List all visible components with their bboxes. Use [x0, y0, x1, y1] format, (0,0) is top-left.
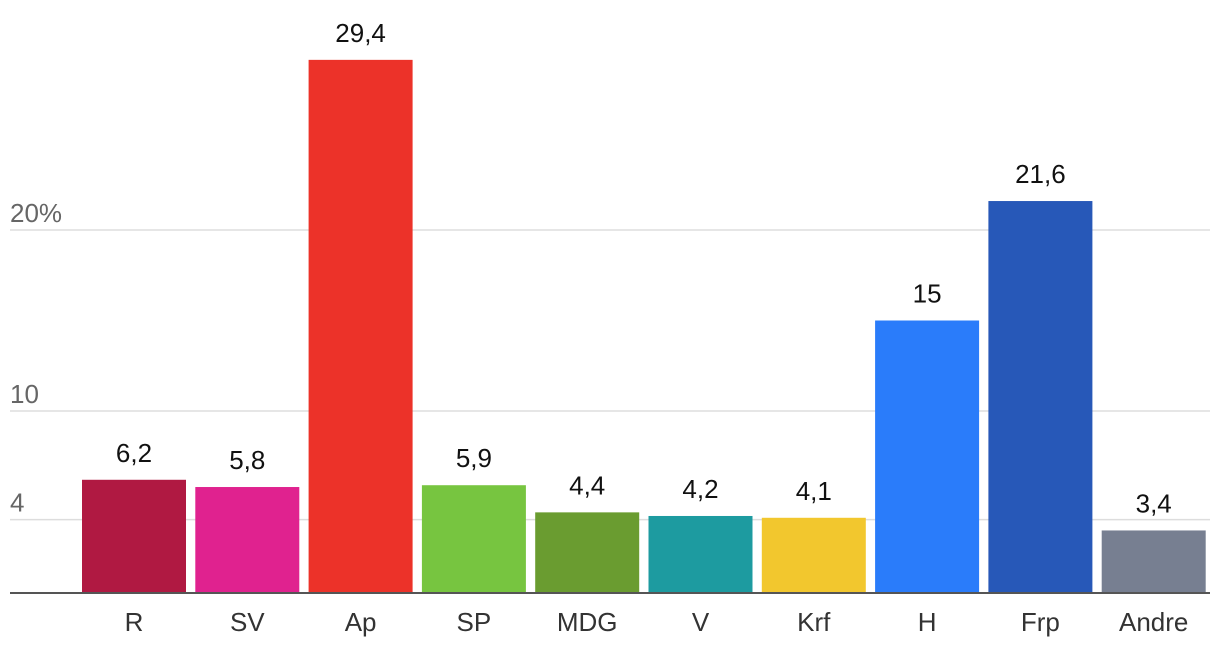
category-label: MDG [557, 607, 618, 637]
value-label: 5,8 [229, 445, 265, 475]
bar-sp [421, 485, 526, 592]
bar-frp [988, 201, 1093, 593]
category-label: Krf [797, 607, 831, 637]
value-label: 15 [913, 279, 942, 309]
y-tick-label: 10 [10, 379, 39, 409]
category-label: H [918, 607, 937, 637]
value-label: 29,4 [335, 18, 386, 48]
bar-r [82, 479, 186, 592]
category-label: SV [230, 607, 265, 637]
category-label: SP [457, 607, 492, 637]
value-label: 4,4 [569, 470, 605, 500]
category-label: R [125, 607, 144, 637]
bar-mdg [535, 512, 640, 592]
bar-v [648, 515, 753, 592]
category-label: Ap [345, 607, 377, 637]
bar-andre [1101, 530, 1206, 592]
y-tick-label: 4 [10, 488, 24, 518]
bars [82, 59, 1206, 593]
value-label: 6,2 [116, 438, 152, 468]
category-label: Frp [1021, 607, 1060, 637]
bar-h [875, 320, 980, 592]
value-label: 5,9 [456, 443, 492, 473]
bar-sv [195, 487, 300, 592]
category-label: Andre [1119, 607, 1188, 637]
value-labels: 6,2 5,8 29,4 5,9 4,4 4,2 4,1 15 21,6 3,4 [116, 18, 1172, 519]
value-label: 3,4 [1136, 488, 1172, 518]
value-label: 4,1 [796, 476, 832, 506]
value-label: 21,6 [1015, 159, 1066, 189]
bar-ap [308, 59, 413, 593]
bar-krf [761, 517, 866, 592]
y-tick-label: 20% [10, 198, 62, 228]
value-label: 4,2 [682, 474, 718, 504]
category-label: V [692, 607, 710, 637]
category-labels: R SV Ap SP MDG V Krf H Frp Andre [125, 607, 1189, 637]
